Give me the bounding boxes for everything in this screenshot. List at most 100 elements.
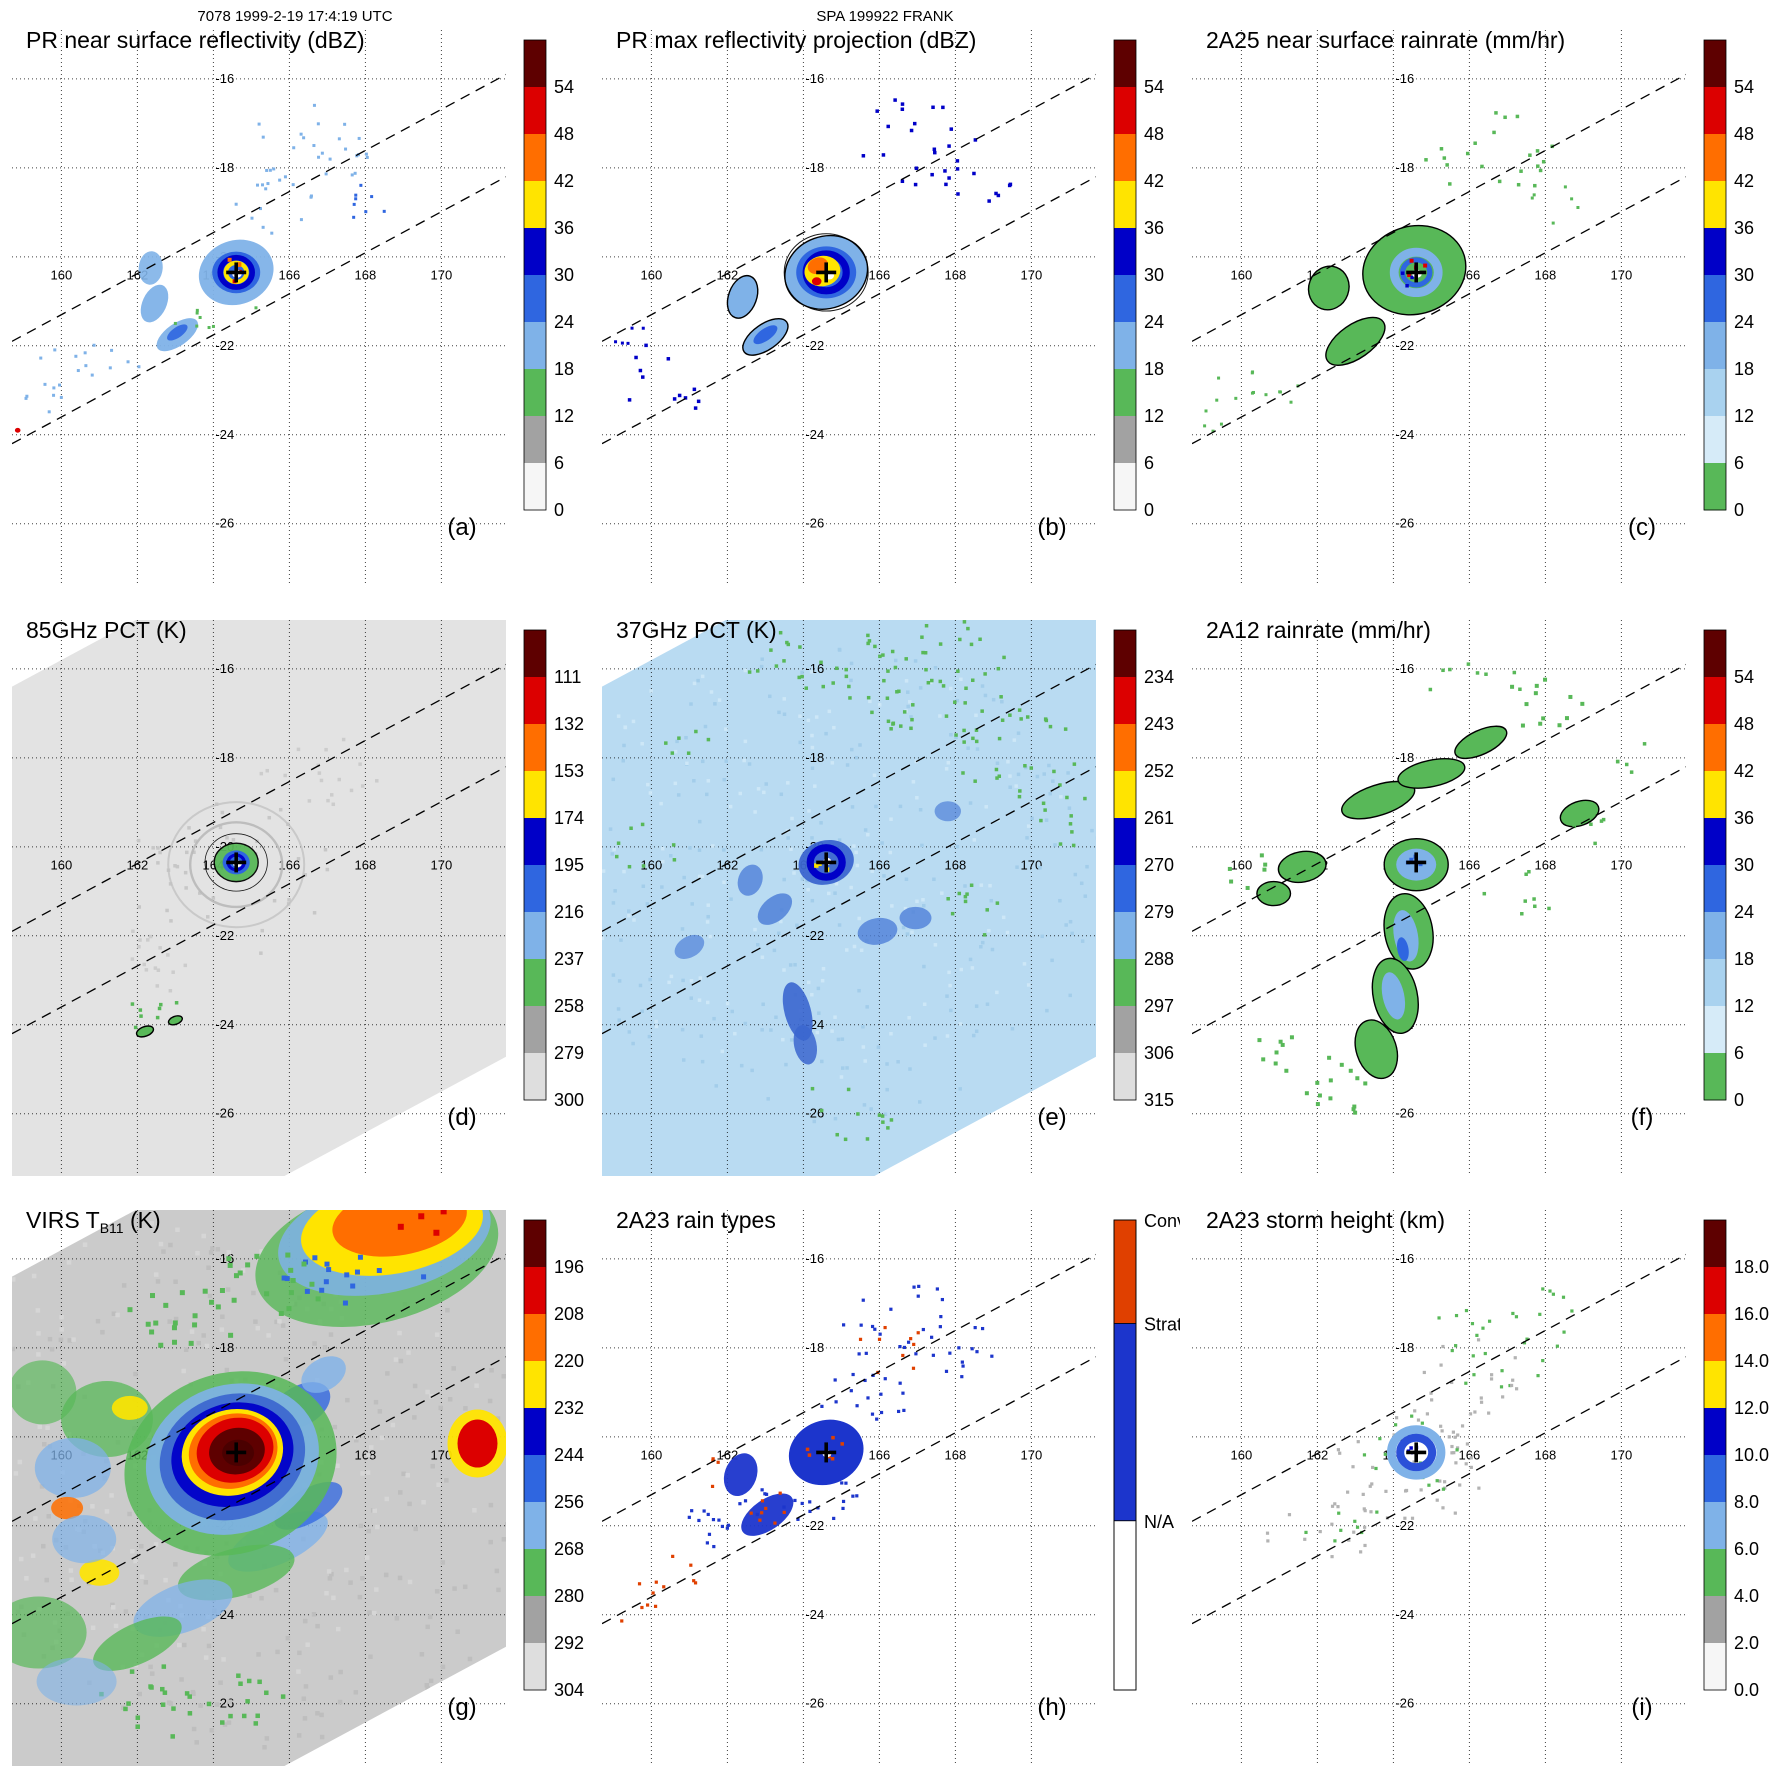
colorbar-tick-label: 54 — [1734, 77, 1754, 97]
lat-label: -16 — [1395, 1251, 1414, 1266]
lat-label: -26 — [215, 1106, 234, 1121]
colorbar-segment — [1704, 1006, 1726, 1054]
lon-label: 168 — [945, 1448, 967, 1463]
pixel-speckles — [637, 1554, 698, 1595]
colorbar-segment — [1114, 322, 1136, 370]
pixel-speckles — [954, 708, 1077, 799]
storm-blob — [899, 906, 932, 930]
lat-label: -16 — [805, 1251, 824, 1266]
panel-letter: (e) — [1037, 1104, 1066, 1131]
colorbar-tick-label: 12 — [554, 406, 574, 426]
colorbar-segment — [1704, 724, 1726, 772]
colorbar: 54 48 42 36 30 24 18 12 6 0 — [1703, 39, 1754, 520]
colorbar-segment — [524, 677, 546, 725]
colorbar: 111 132 153 174 195 216 237 258 279 300 — [523, 629, 584, 1110]
lat-lon-grid — [12, 620, 506, 1176]
pixel-speckles — [257, 103, 369, 179]
pixel-speckles — [747, 630, 839, 690]
lat-label: -22 — [1395, 338, 1414, 353]
panel-title: PR near surface reflectivity (dBZ) — [26, 27, 365, 53]
storm-blob — [741, 1493, 794, 1536]
colorbar-tick-label: 12 — [1734, 996, 1754, 1016]
storm-ring — [1389, 247, 1443, 298]
colorbar-tick-label: 18 — [1734, 359, 1754, 379]
storm-blob — [167, 324, 188, 341]
lon-label: 166 — [279, 268, 301, 283]
colorbar-segment — [1704, 322, 1726, 370]
colorbar-segment — [1113, 1322, 1137, 1522]
panel-letter: (g) — [447, 1694, 476, 1721]
colorbar-tick-label: 4.0 — [1734, 1586, 1759, 1606]
lon-label: 160 — [1231, 858, 1253, 873]
lat-label: -24 — [1395, 427, 1414, 442]
pixel-speckles — [1257, 1035, 1294, 1073]
panel-h: 160162164166168170-16-18-20-22-24-262A23… — [602, 1207, 1180, 1766]
lat-label: -22 — [805, 1518, 824, 1533]
figure-header-orbit: 7078 1999-2-19 17:4:19 UTC — [197, 8, 393, 25]
colorbar-tick-label: 6 — [1144, 453, 1154, 473]
colorbar-tick-label: 268 — [554, 1539, 584, 1559]
pixel-speckles — [608, 647, 1096, 1124]
pixel-speckles — [1304, 1510, 1379, 1543]
colorbar-segment — [1114, 677, 1136, 725]
colorbar-segment — [1114, 1006, 1136, 1054]
lat-label: -26 — [1395, 1696, 1414, 1711]
colorbar-segment — [524, 1361, 546, 1409]
colorbar-segment — [524, 1006, 546, 1054]
lat-label: -18 — [1395, 750, 1414, 765]
colorbar-segment — [1114, 416, 1136, 464]
pixel-speckles — [1514, 1287, 1574, 1334]
pixel-speckles — [1482, 869, 1551, 916]
colorbar-tick-label: 237 — [554, 949, 584, 969]
colorbar-tick-label: 14.0 — [1734, 1351, 1769, 1371]
swath-edge-line — [1192, 1356, 1686, 1625]
pixel-speckles — [946, 883, 1000, 937]
pr-swath-edges — [12, 1253, 506, 1625]
pr-swath-edges — [602, 1253, 1096, 1625]
colorbar-tick-label: 0 — [1144, 500, 1154, 520]
colorbar-segment — [524, 1549, 546, 1597]
storm-blob — [332, 1210, 467, 1257]
colorbar-tick-label: 195 — [554, 855, 584, 875]
colorbar-segment — [524, 912, 546, 960]
storm-center-cross — [1406, 1442, 1427, 1463]
colorbar-segment — [524, 369, 546, 417]
lat-label: -16 — [215, 661, 234, 676]
storm-blob — [857, 917, 898, 945]
colorbar-segment — [1704, 1408, 1726, 1456]
swath-background — [602, 620, 1096, 1176]
swath-edge-line — [1192, 176, 1686, 445]
swath-data — [12, 1210, 506, 1750]
colorbar-segment — [524, 416, 546, 464]
storm-blob — [36, 1657, 117, 1706]
pixel-speckles — [1400, 271, 1414, 288]
swath-edge-line — [1192, 766, 1686, 1035]
panel-letter: (i) — [1631, 1694, 1652, 1721]
pixel-speckles — [944, 1346, 994, 1379]
storm-blob — [1277, 850, 1327, 884]
pixel-speckles — [39, 343, 141, 387]
colorbar-tick-label: 12 — [1734, 406, 1754, 426]
lon-label: 160 — [641, 268, 663, 283]
colorbar: 234 243 252 261 270 279 288 297 306 315 — [1113, 629, 1174, 1110]
colorbar-segment — [1704, 181, 1726, 229]
lon-label: 166 — [1459, 1448, 1481, 1463]
storm-center-cross — [226, 852, 247, 873]
colorbar-tick-label: 6 — [1734, 453, 1744, 473]
lat-label: -16 — [215, 71, 234, 86]
colorbar-tick-label: 36 — [1144, 218, 1164, 238]
swath-edge-line — [602, 176, 1096, 445]
lon-label: 160 — [51, 268, 73, 283]
colorbar-segment — [524, 771, 546, 819]
colorbar-segment — [1114, 630, 1136, 678]
storm-blob — [34, 1437, 111, 1498]
lon-label: 170 — [431, 858, 453, 873]
lat-label: -26 — [805, 1106, 824, 1121]
panel-letter: (h) — [1037, 1694, 1066, 1721]
colorbar-tick-label: 220 — [554, 1351, 584, 1371]
lat-label: -18 — [215, 160, 234, 175]
